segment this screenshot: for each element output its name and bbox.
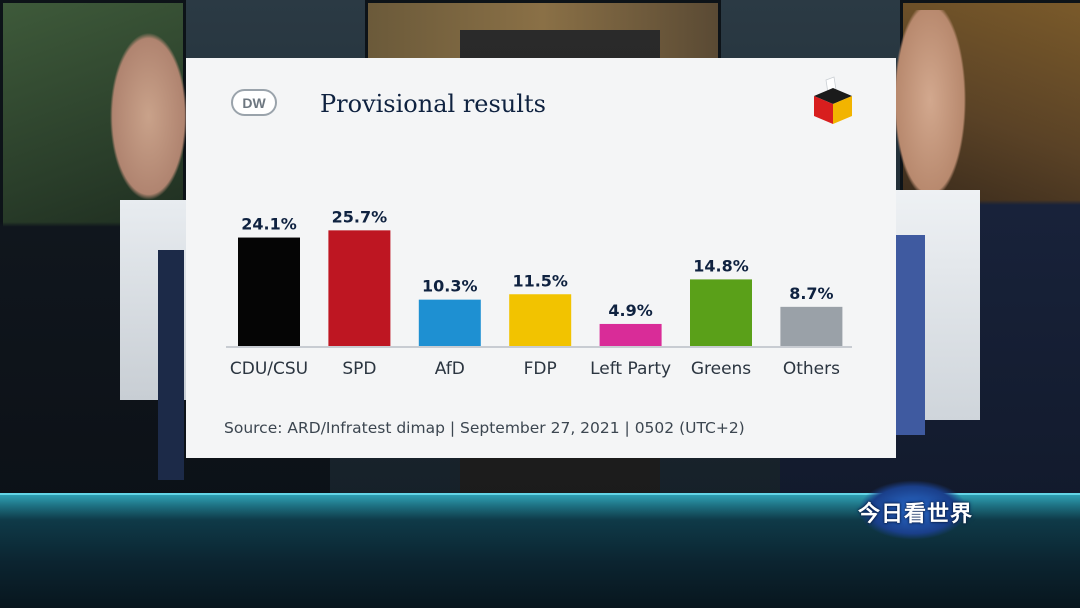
bar-fdp xyxy=(509,294,572,346)
value-label-cdu-csu: 24.1% xyxy=(241,215,297,234)
results-card: DW Provisional results 24.1% CDU/CSU 25.7%… xyxy=(186,58,896,458)
bar-others xyxy=(780,306,843,346)
category-label-cdu-csu: CDU/CSU xyxy=(230,359,308,379)
channel-logo: 今日看世界 xyxy=(858,501,974,527)
category-label-spd: SPD xyxy=(342,359,376,379)
chart-title: Provisional results xyxy=(320,90,546,118)
person-right-tie xyxy=(895,235,925,435)
value-label-afd: 10.3% xyxy=(422,277,478,296)
bar-chart: 24.1% CDU/CSU 25.7% SPD 10.3% AfD 11.5% FDP 4.9%… xyxy=(226,207,852,379)
ballot-box-icon xyxy=(814,76,852,124)
bar-afd xyxy=(418,299,481,346)
dw-logo: DW xyxy=(231,89,277,116)
source-note: Source: ARD/Infratest dimap | September … xyxy=(224,419,745,437)
bar-cdu-csu xyxy=(238,237,300,346)
value-label-spd: 25.7% xyxy=(332,207,388,226)
value-label-fdp: 11.5% xyxy=(512,271,568,290)
bar-greens xyxy=(690,279,752,346)
value-label-others: 8.7% xyxy=(789,284,833,303)
category-label-fdp: FDP xyxy=(524,359,557,379)
globe-icon xyxy=(858,480,968,540)
category-label-others: Others xyxy=(783,359,840,379)
value-label-left-party: 4.9% xyxy=(608,301,652,320)
value-label-greens: 14.8% xyxy=(693,256,749,275)
category-label-left-party: Left Party xyxy=(590,359,671,379)
bar-spd xyxy=(328,230,391,346)
person-left-tie xyxy=(158,250,184,480)
bar-left-party xyxy=(599,323,662,346)
category-label-greens: Greens xyxy=(691,359,751,379)
category-label-afd: AfD xyxy=(435,359,465,379)
